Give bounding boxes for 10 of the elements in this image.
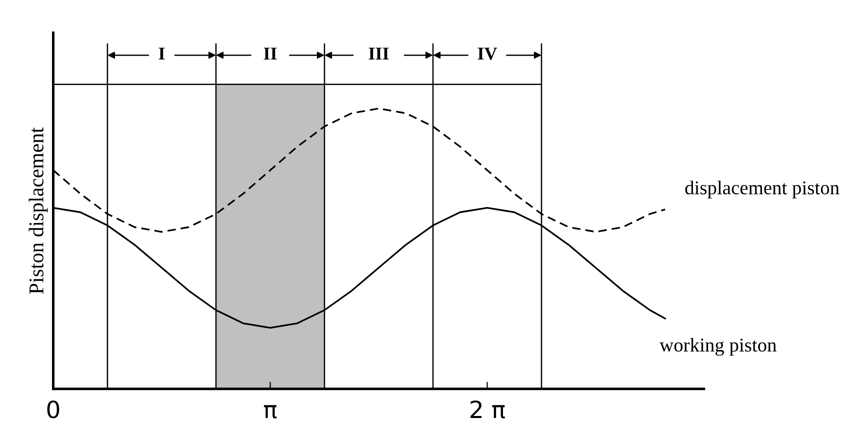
x-tick-label: 2 π [470, 400, 505, 418]
y-axis-title: Piston displacement [28, 127, 48, 294]
series-label: displacement piston [685, 180, 840, 198]
text: II [264, 48, 277, 60]
text: III [368, 48, 389, 60]
text: I [158, 48, 165, 60]
x-tick-label: 0 [47, 400, 60, 418]
x-tick-label: π [264, 405, 277, 418]
text: IV [478, 48, 498, 60]
series-label: working piston [660, 338, 776, 356]
